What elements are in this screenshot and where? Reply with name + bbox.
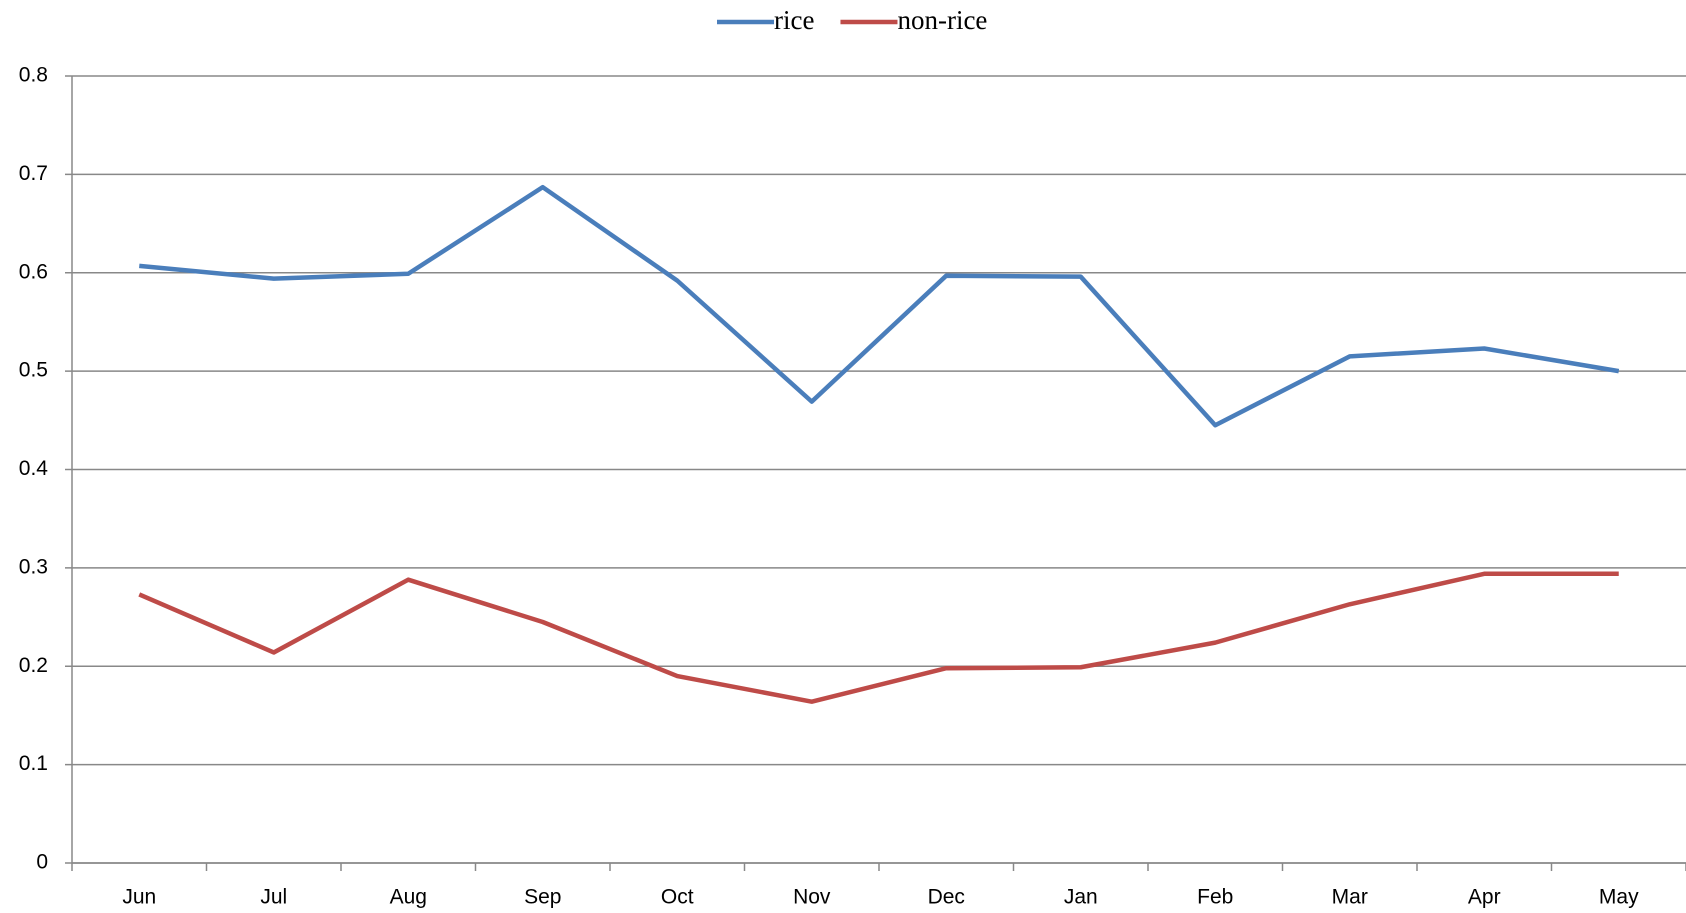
y-tick-label: 0.3 [19, 555, 48, 578]
x-tick-label: Dec [928, 886, 965, 909]
y-tick-label: 0.4 [19, 457, 49, 480]
y-tick-label: 0.1 [19, 752, 48, 775]
y-tick-label: 0 [36, 851, 48, 874]
x-tick-label: Sep [524, 886, 561, 909]
x-tick-label: Mar [1332, 886, 1368, 909]
x-tick-label: Oct [661, 886, 694, 909]
legend-label: non-rice [897, 5, 987, 35]
series-line [139, 184, 1620, 428]
x-tick-label: May [1599, 886, 1639, 909]
x-tick-label: Feb [1197, 886, 1233, 909]
x-tick-label: Apr [1468, 886, 1501, 909]
x-tick-label: Jun [122, 886, 156, 909]
y-tick-label: 0.7 [19, 162, 48, 185]
legend-label: rice [774, 5, 814, 35]
y-tick-label: 0.2 [19, 654, 48, 677]
y-tick-label: 0.5 [19, 359, 48, 382]
x-tick-label: Jan [1064, 886, 1098, 909]
x-tick-label: Aug [390, 886, 427, 909]
y-tick-label: 0.6 [19, 260, 48, 283]
y-tick-label: 0.8 [19, 64, 48, 87]
legend: rice non-rice [717, 5, 987, 35]
x-tick-label: Jul [260, 886, 287, 909]
series-line [138, 571, 1619, 704]
x-tick-label: Nov [793, 886, 831, 909]
